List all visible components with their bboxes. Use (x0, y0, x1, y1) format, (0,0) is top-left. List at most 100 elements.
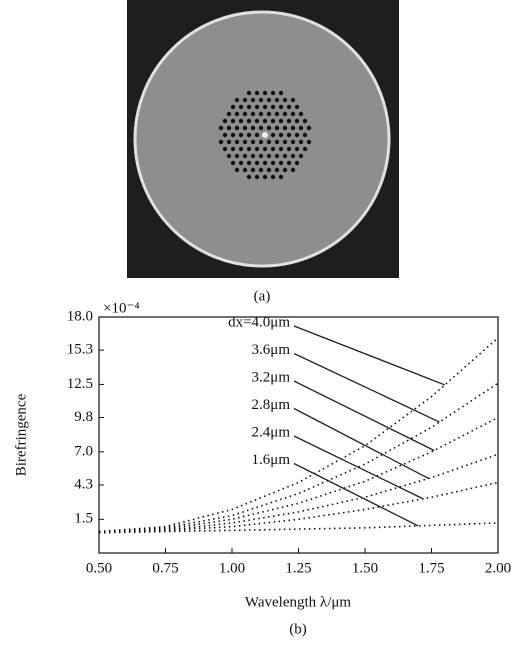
air-hole (254, 174, 260, 180)
air-hole (290, 153, 296, 159)
air-hole (234, 97, 240, 103)
air-hole (286, 160, 292, 166)
air-hole (234, 139, 240, 145)
air-hole (250, 111, 256, 117)
air-hole (230, 160, 236, 166)
plot-frame (98, 316, 499, 554)
air-hole (254, 132, 260, 138)
air-hole (278, 160, 284, 166)
air-hole (274, 111, 280, 117)
curve-label: 3.2μm (252, 369, 291, 385)
leader-line (293, 380, 435, 452)
air-hole (298, 139, 304, 145)
air-hole (218, 139, 224, 145)
air-hole (286, 132, 292, 138)
curve-label: 1.6μm (252, 452, 291, 468)
air-hole (258, 153, 264, 159)
y-tick-label: 12.5 (67, 376, 93, 392)
air-hole (306, 139, 312, 145)
air-hole (234, 167, 240, 173)
air-hole (234, 111, 240, 117)
air-hole (246, 146, 252, 152)
air-hole (290, 97, 296, 103)
air-hole (226, 139, 232, 145)
air-hole (250, 125, 256, 131)
air-hole (238, 118, 244, 124)
curve-label: 2.8μm (252, 397, 291, 413)
air-hole (282, 97, 288, 103)
air-hole (262, 90, 268, 96)
air-hole (258, 167, 264, 173)
air-hole (226, 153, 232, 159)
air-hole (290, 111, 296, 117)
leader-line (293, 435, 424, 500)
curve-label: dx=4.0μm (228, 314, 290, 330)
air-hole (246, 90, 252, 96)
air-hole (246, 118, 252, 124)
series-line (98, 522, 499, 534)
air-hole (242, 111, 248, 117)
y-tick-label: 15.3 (67, 342, 93, 358)
air-holes (218, 90, 312, 180)
air-hole (218, 125, 224, 131)
air-hole (222, 118, 228, 124)
y-multiplier: ×10⁻⁴ (103, 300, 140, 316)
air-hole (290, 125, 296, 131)
air-hole (230, 104, 236, 110)
core (262, 132, 268, 138)
air-hole (270, 174, 276, 180)
air-hole (258, 97, 264, 103)
x-tick-label: 1.00 (219, 560, 245, 576)
air-hole (266, 167, 272, 173)
air-hole (286, 104, 292, 110)
air-hole (254, 104, 260, 110)
x-tick-label: 0.50 (86, 560, 112, 576)
air-hole (230, 132, 236, 138)
leader-line (293, 462, 419, 527)
panel-label: (b) (289, 621, 307, 637)
air-hole (294, 118, 300, 124)
air-hole (234, 153, 240, 159)
air-hole (278, 104, 284, 110)
air-hole (282, 167, 288, 173)
x-tick-label: 1.50 (352, 560, 378, 576)
air-hole (294, 132, 300, 138)
air-hole (254, 160, 260, 166)
curve-label: 2.4μm (252, 424, 291, 440)
air-hole (230, 146, 236, 152)
y-tick-label: 18.0 (67, 308, 93, 324)
air-hole (226, 125, 232, 131)
air-hole (282, 139, 288, 145)
air-hole (262, 104, 268, 110)
x-tick-label: 2.00 (485, 560, 511, 576)
air-hole (290, 167, 296, 173)
air-hole (286, 146, 292, 152)
air-hole (258, 111, 264, 117)
leader-line (293, 352, 440, 423)
air-hole (294, 160, 300, 166)
air-hole (250, 139, 256, 145)
air-hole (250, 167, 256, 173)
air-hole (302, 146, 308, 152)
air-hole (274, 125, 280, 131)
y-tick-label: 7.0 (74, 443, 93, 459)
air-hole (238, 104, 244, 110)
y-tick-label: 4.3 (74, 476, 93, 492)
air-hole (278, 146, 284, 152)
leader-line (293, 325, 446, 386)
air-hole (230, 118, 236, 124)
air-hole (302, 118, 308, 124)
y-axis-label: Birefringence (13, 393, 29, 476)
air-hole (266, 139, 272, 145)
air-hole (298, 153, 304, 159)
air-hole (266, 153, 272, 159)
air-hole (278, 90, 284, 96)
air-hole (242, 167, 248, 173)
air-hole (262, 174, 268, 180)
air-hole (266, 125, 272, 131)
air-hole (254, 118, 260, 124)
air-hole (246, 160, 252, 166)
series-line (98, 382, 499, 533)
air-hole (246, 132, 252, 138)
